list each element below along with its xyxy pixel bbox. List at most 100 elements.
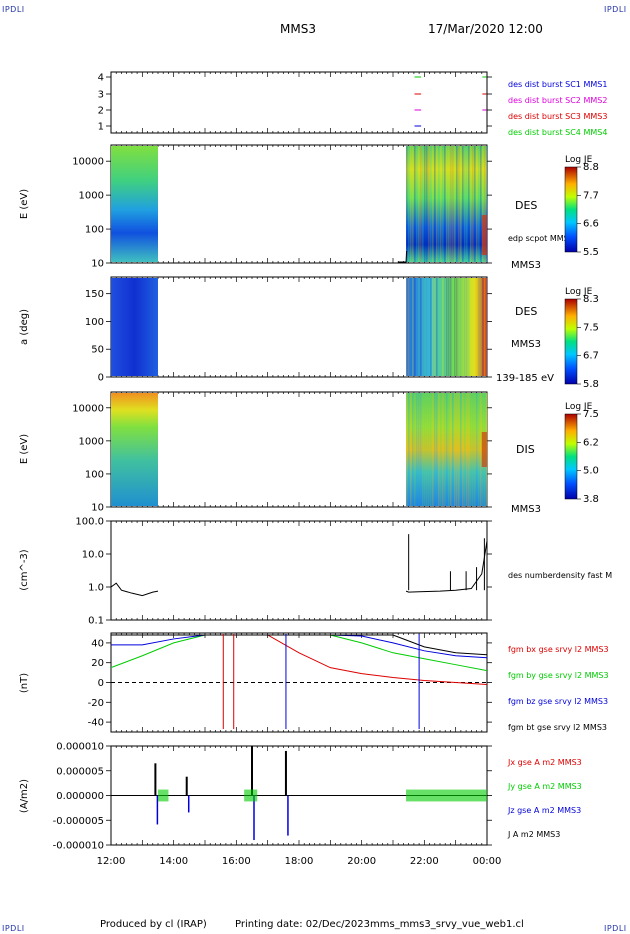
spectrogram-stripe <box>464 393 466 506</box>
spectrogram-stripe <box>476 278 478 376</box>
corner-mark-bottom-left: IPDLI <box>2 924 25 933</box>
y-tick-label: 0 <box>98 678 104 689</box>
spectrogram-stripe <box>438 146 440 262</box>
spectrogram-stripe <box>450 278 452 376</box>
mms3-label: MMS3 <box>511 260 541 271</box>
spectrogram-stripe <box>440 278 442 376</box>
fgm-series-line <box>111 634 488 656</box>
spectrogram-stripe <box>454 393 456 506</box>
spectrogram-stripe <box>470 393 472 506</box>
spectrogram-stripe <box>412 146 414 262</box>
colorbar-title: Log JE <box>565 155 593 165</box>
y-tick-label: 40 <box>91 638 104 649</box>
spectrogram-stripe <box>418 146 420 262</box>
spectrogram-stripe <box>460 278 462 376</box>
x-tick-label: 12:00 <box>97 856 126 867</box>
spectrogram-stripe <box>452 393 454 506</box>
spectrogram-stripe <box>444 278 446 376</box>
y-tick-label: 1000 <box>79 191 104 202</box>
spectrogram-stripe <box>458 278 460 376</box>
des-label: DES <box>515 199 537 212</box>
spectrogram-stripe <box>438 278 440 376</box>
colorbar-title: Log JE <box>565 402 593 412</box>
des-label: DES <box>515 305 537 318</box>
dis-energy-spectrogram-late <box>406 393 487 506</box>
spectrogram-stripe <box>418 393 420 506</box>
spectrogram-stripe <box>434 146 436 262</box>
y-tick-label: -20 <box>88 698 104 709</box>
spectrogram-stripe <box>462 393 464 506</box>
spectrogram-stripe <box>470 146 472 262</box>
edp-scpot-line <box>398 250 408 263</box>
spectrogram-stripe <box>472 278 474 376</box>
spectrogram-stripe <box>456 393 458 506</box>
spectrogram-stripe <box>436 278 438 376</box>
spectrogram-stripe <box>472 146 474 262</box>
spectrogram-stripe <box>440 146 442 262</box>
colorbar <box>564 413 578 500</box>
y-axis-label: a (deg) <box>19 309 30 345</box>
spectrogram-stripe <box>480 393 482 506</box>
spectrogram-stripe <box>474 278 476 376</box>
burst-legend-item: des dist burst SC2 MMS2 <box>508 96 607 105</box>
spectrogram-stripe <box>484 146 486 262</box>
spectrogram-stripe <box>442 278 444 376</box>
des-energy-hot-spot <box>481 215 487 255</box>
spectrogram-stripe <box>472 393 474 506</box>
spectrogram-stripe <box>464 146 466 262</box>
colorbar-tick-label: 5.8 <box>583 379 599 390</box>
colorbar-tick-label: 7.7 <box>583 190 599 201</box>
spectrogram-stripe <box>460 146 462 262</box>
spectrogram-stripe <box>484 278 486 376</box>
spectrogram-stripe <box>444 146 446 262</box>
density-line-late <box>405 540 488 593</box>
spectrogram-stripe <box>420 146 422 262</box>
spectrogram-stripe <box>468 146 470 262</box>
des-pitch-spectrogram-early <box>111 278 158 376</box>
spectrogram-stripe <box>474 146 476 262</box>
spectrogram-stripe <box>470 278 472 376</box>
x-tick-label: 22:00 <box>410 856 439 867</box>
fgm-legend-item: fgm bx gse srvy l2 MMS3 <box>508 645 609 654</box>
current-legend-item: J A m2 MMS3 <box>507 830 560 839</box>
spectrogram-stripe <box>468 278 470 376</box>
mms3-label: MMS3 <box>511 339 541 350</box>
spectrogram-stripe <box>466 146 468 262</box>
spectrogram-stripe <box>456 146 458 262</box>
spectrogram-stripe <box>482 146 484 262</box>
spectrogram-stripe <box>426 146 428 262</box>
current-legend-item: Jy gse A m2 MMS3 <box>507 782 582 791</box>
y-tick-label: 100 <box>85 225 104 236</box>
colorbar-tick-label: 8.8 <box>583 162 599 173</box>
dis-label: DIS <box>516 443 535 456</box>
des-energy-spectrogram-early <box>111 146 158 262</box>
current-noise-band <box>406 789 487 802</box>
y-axis-label: E (eV) <box>19 189 30 219</box>
y-tick-label: 1 <box>98 122 104 133</box>
spectrogram-stripe <box>414 278 416 376</box>
dis-energy-hot-spot <box>481 432 487 467</box>
spectrogram-stripe <box>410 146 412 262</box>
corner-mark-bottom-right: IPDLI <box>604 924 627 933</box>
x-tick-label: 00:00 <box>473 856 502 867</box>
spectrogram-stripe <box>434 278 436 376</box>
spectrogram-stripe <box>432 393 434 506</box>
spectrogram-stripe <box>478 393 480 506</box>
spectrogram-stripe <box>486 278 488 376</box>
spectrogram-stripe <box>458 393 460 506</box>
spectrogram-stripe <box>428 278 430 376</box>
dis-energy-spectrogram-early <box>111 393 158 506</box>
y-tick-label: 10 <box>91 503 104 514</box>
density-line-early <box>110 582 159 597</box>
current-legend-item: Jx gse A m2 MMS3 <box>507 758 582 767</box>
spectrogram-stripe <box>412 278 414 376</box>
y-tick-label: 0.1 <box>88 616 104 627</box>
corner-mark-top-left: IPDLI <box>2 5 25 14</box>
y-tick-label: 1000 <box>79 436 104 447</box>
colorbar-tick-label: 6.7 <box>583 351 599 362</box>
spectrogram-stripe <box>478 278 480 376</box>
spectrogram-stripe <box>446 393 448 506</box>
spectrogram-stripe <box>448 278 450 376</box>
panel-frame-burst <box>110 71 488 134</box>
